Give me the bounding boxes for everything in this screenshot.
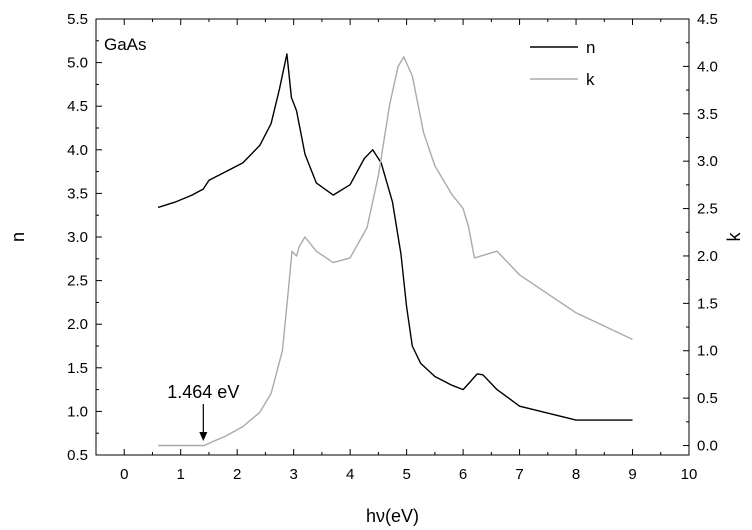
x-tick-label: 2 xyxy=(233,466,241,483)
y-right-tick-label: 1.5 xyxy=(697,295,718,312)
series-layer xyxy=(157,53,633,447)
annotation-label: 1.464 eV xyxy=(167,382,239,402)
x-tick-label: 9 xyxy=(628,466,636,483)
annotation: 1.464 eV xyxy=(167,382,239,441)
series-line-k xyxy=(158,56,633,447)
y-right-tick-label: 0.5 xyxy=(697,390,718,407)
y-left-tick-label: 1.0 xyxy=(67,403,88,420)
series-line-n xyxy=(157,53,633,421)
legend: n k xyxy=(530,38,595,89)
y-right-tick-label: 3.5 xyxy=(697,106,718,123)
x-tick-label: 7 xyxy=(515,466,523,483)
y-left-tick-label: 5.5 xyxy=(67,11,88,28)
y-left-tick-label: 2.5 xyxy=(67,273,88,290)
x-tick-label: 10 xyxy=(681,466,698,483)
y-left-tick-label: 3.0 xyxy=(67,229,88,246)
x-tick-label: 8 xyxy=(572,466,580,483)
x-tick-label: 3 xyxy=(289,466,297,483)
y-axis-left-label: n xyxy=(8,232,28,242)
y-left-tick-label: 1.5 xyxy=(67,360,88,377)
y-left-tick-label: 0.5 xyxy=(67,447,88,464)
y-right-tick-label: 4.0 xyxy=(697,58,718,75)
x-tick-label: 6 xyxy=(459,466,467,483)
y-left-tick-label: 4.0 xyxy=(67,142,88,159)
y-right-tick-label: 0.0 xyxy=(697,438,718,455)
y-axis-right-label: k xyxy=(724,232,744,242)
y-left-tick-label: 3.5 xyxy=(67,185,88,202)
x-axis-label: hν(eV) xyxy=(366,506,419,526)
x-tick-label: 1 xyxy=(177,466,185,483)
y-left-tick-label: 2.0 xyxy=(67,316,88,333)
y-right-tick-label: 2.5 xyxy=(697,201,718,218)
y-right-tick-label: 2.0 xyxy=(697,248,718,265)
x-tick-label: 0 xyxy=(120,466,128,483)
legend-label-n: n xyxy=(586,38,595,57)
y-right-tick-label: 3.0 xyxy=(697,153,718,170)
y-left-tick-label: 5.0 xyxy=(67,55,88,72)
annotation-arrow-head xyxy=(199,432,208,441)
sample-label: GaAs xyxy=(104,35,147,54)
legend-label-k: k xyxy=(586,70,595,89)
ticks-layer: 0 1 2 3 4 5 6 7 8 9 10 0.5 1.0 1.5 2.0 2.5 3.0 3.5 4.0 4.5 5… xyxy=(67,11,718,483)
y-left-tick-label: 4.5 xyxy=(67,98,88,115)
y-right-tick-label: 1.0 xyxy=(697,343,718,360)
x-tick-label: 4 xyxy=(346,466,354,483)
y-right-tick-label: 4.5 xyxy=(697,11,718,28)
x-tick-label: 5 xyxy=(402,466,410,483)
